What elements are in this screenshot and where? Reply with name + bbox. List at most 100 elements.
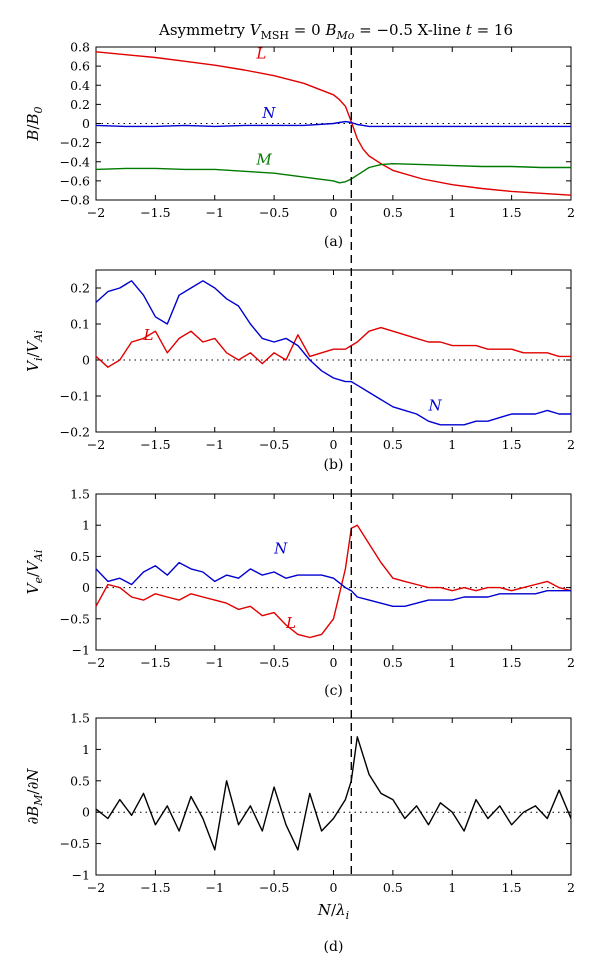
y-tick-label: 0 xyxy=(82,580,90,595)
x-tick-label: −1 xyxy=(206,880,224,895)
y-tick-label: 0.6 xyxy=(70,59,90,74)
title-b: B xyxy=(324,21,336,39)
y-tick-label: −1 xyxy=(72,643,90,658)
x-tick-label: 1 xyxy=(448,880,456,895)
panel-a: −2 −1.5 −1 −0.5 0 0.5 1 1.5 2 −0.8 −0.6 −0.4 −0.2 0 0.… xyxy=(24,40,575,251)
y-tick-label: 0.2 xyxy=(70,97,90,112)
plot-frame xyxy=(95,269,572,433)
y-tick-label: 0.1 xyxy=(70,317,90,332)
panel-label: (a) xyxy=(324,234,343,250)
title-b-sub: Mo xyxy=(335,29,354,42)
x-tick-label: 1.5 xyxy=(502,880,522,895)
plot-frame xyxy=(95,717,572,876)
y-tick-label: −0.5 xyxy=(60,611,90,626)
title-t: t xyxy=(466,21,473,39)
y-tick-label: 0 xyxy=(82,353,90,368)
x-tick-label: −0.5 xyxy=(259,655,289,670)
x-tick-label: −1.5 xyxy=(140,205,170,220)
x-tick-label: 1 xyxy=(448,437,456,452)
title-eq1: = 0 xyxy=(289,21,325,39)
x-tick-label: −1 xyxy=(206,205,224,220)
title-eq2: = −0.5 X-line xyxy=(354,21,465,39)
x-tick-label: 0 xyxy=(330,880,338,895)
y-tick-label: 0.5 xyxy=(70,773,90,788)
x-tick-label: 2 xyxy=(567,205,575,220)
x-tick-label: −2 xyxy=(87,205,105,220)
y-tick-label: 0 xyxy=(82,805,90,820)
x-tick-label: 0 xyxy=(330,205,338,220)
y-axis-label: Ve/VAi xyxy=(24,550,45,595)
y-tick-label: 0.2 xyxy=(70,281,90,296)
panels: −2 −1.5 −1 −0.5 0 0.5 1 1.5 2 −0.8 −0.6 −0.4 −0.2 0 0.… xyxy=(24,40,575,956)
series-label-L: L xyxy=(143,326,154,344)
series-line-M xyxy=(95,163,571,184)
x-tick-label: 1.5 xyxy=(502,437,522,452)
title-lead: Asymmetry xyxy=(158,21,250,39)
x-tick-label: −1 xyxy=(206,655,224,670)
x-tick-label: 0 xyxy=(330,437,338,452)
y-axis-label: B/B0 xyxy=(24,106,45,141)
panel-c: −2 −1.5 −1 −0.5 0 0.5 1 1.5 2 −1 −0.5 0 0.5 1 1.5 L N Ve/… xyxy=(24,487,575,700)
x-tick-label: 0 xyxy=(330,655,338,670)
x-tick-label: −2 xyxy=(87,655,105,670)
panel-d: −2 −1.5 −1 −0.5 0 0.5 1 1.5 2 −1 −0.5 0 0.5 1 1.5 ∂BM/∂… xyxy=(24,711,575,956)
x-tick-label: 0.5 xyxy=(383,437,403,452)
y-tick-label: 1 xyxy=(82,518,90,533)
series-line-N xyxy=(95,561,571,607)
series-line-L xyxy=(95,326,571,368)
x-axis-label: N/λi xyxy=(317,901,349,922)
y-tick-label: −0.8 xyxy=(60,193,90,208)
y-tick-label: 0.4 xyxy=(70,78,90,93)
figure-title: Asymmetry VMSH = 0 BMo = −0.5 X-line t =… xyxy=(158,21,513,42)
x-tick-label: −1 xyxy=(206,437,224,452)
y-tick-label: 0 xyxy=(82,116,90,131)
panel-b: −2 −1.5 −1 −0.5 0 0.5 1 1.5 2 −0.2 −0.1 0 0.1 0.2 L N Vi… xyxy=(24,269,575,473)
plot-frame xyxy=(95,493,572,651)
y-tick-label: −0.5 xyxy=(60,836,90,851)
x-tick-label: 1.5 xyxy=(502,205,522,220)
x-tick-label: 2 xyxy=(567,655,575,670)
series-label-M: M xyxy=(255,151,272,169)
series-line-dBM xyxy=(95,736,572,851)
title-v-sub: MSH xyxy=(261,29,289,42)
series-label-N: N xyxy=(261,104,276,122)
y-tick-label: 0.8 xyxy=(70,40,90,55)
title-v: V xyxy=(250,21,263,39)
x-tick-label: 1.5 xyxy=(502,655,522,670)
series-label-N: N xyxy=(428,396,443,414)
x-tick-label: −0.5 xyxy=(259,205,289,220)
x-tick-label: −2 xyxy=(87,437,105,452)
series-label-N: N xyxy=(273,539,288,557)
y-tick-label: −1 xyxy=(72,868,90,883)
title-eq3: = 16 xyxy=(472,21,513,39)
y-axis-label: ∂BM/∂N xyxy=(24,768,45,825)
y-tick-label: −0.1 xyxy=(60,389,90,404)
x-tick-label: −0.5 xyxy=(259,437,289,452)
x-tick-label: 0.5 xyxy=(383,205,403,220)
x-tick-label: −2 xyxy=(87,880,105,895)
x-tick-label: 0.5 xyxy=(383,655,403,670)
y-tick-label: −0.2 xyxy=(60,425,90,440)
y-tick-label: −0.4 xyxy=(60,154,90,169)
x-tick-label: 1 xyxy=(448,205,456,220)
x-tick-label: −1.5 xyxy=(140,437,170,452)
y-tick-label: 1 xyxy=(82,742,90,757)
panel-label: (b) xyxy=(324,457,344,473)
series-line-L xyxy=(95,51,572,196)
series-line-N xyxy=(95,120,571,128)
x-tick-label: 2 xyxy=(567,437,575,452)
y-tick-label: 1.5 xyxy=(70,487,90,502)
series-line-N xyxy=(95,280,571,426)
y-tick-label: 1.5 xyxy=(70,711,90,726)
x-tick-label: 2 xyxy=(567,880,575,895)
x-tick-label: 0.5 xyxy=(383,880,403,895)
series-label-L: L xyxy=(285,614,296,632)
y-tick-label: −0.6 xyxy=(60,173,90,188)
panel-label: (d) xyxy=(324,939,344,955)
x-tick-label: −1.5 xyxy=(140,655,170,670)
panel-label: (c) xyxy=(324,683,343,699)
y-tick-label: 0.5 xyxy=(70,549,90,564)
y-axis-label: Vi/VAi xyxy=(24,330,45,372)
x-tick-label: 1 xyxy=(448,655,456,670)
